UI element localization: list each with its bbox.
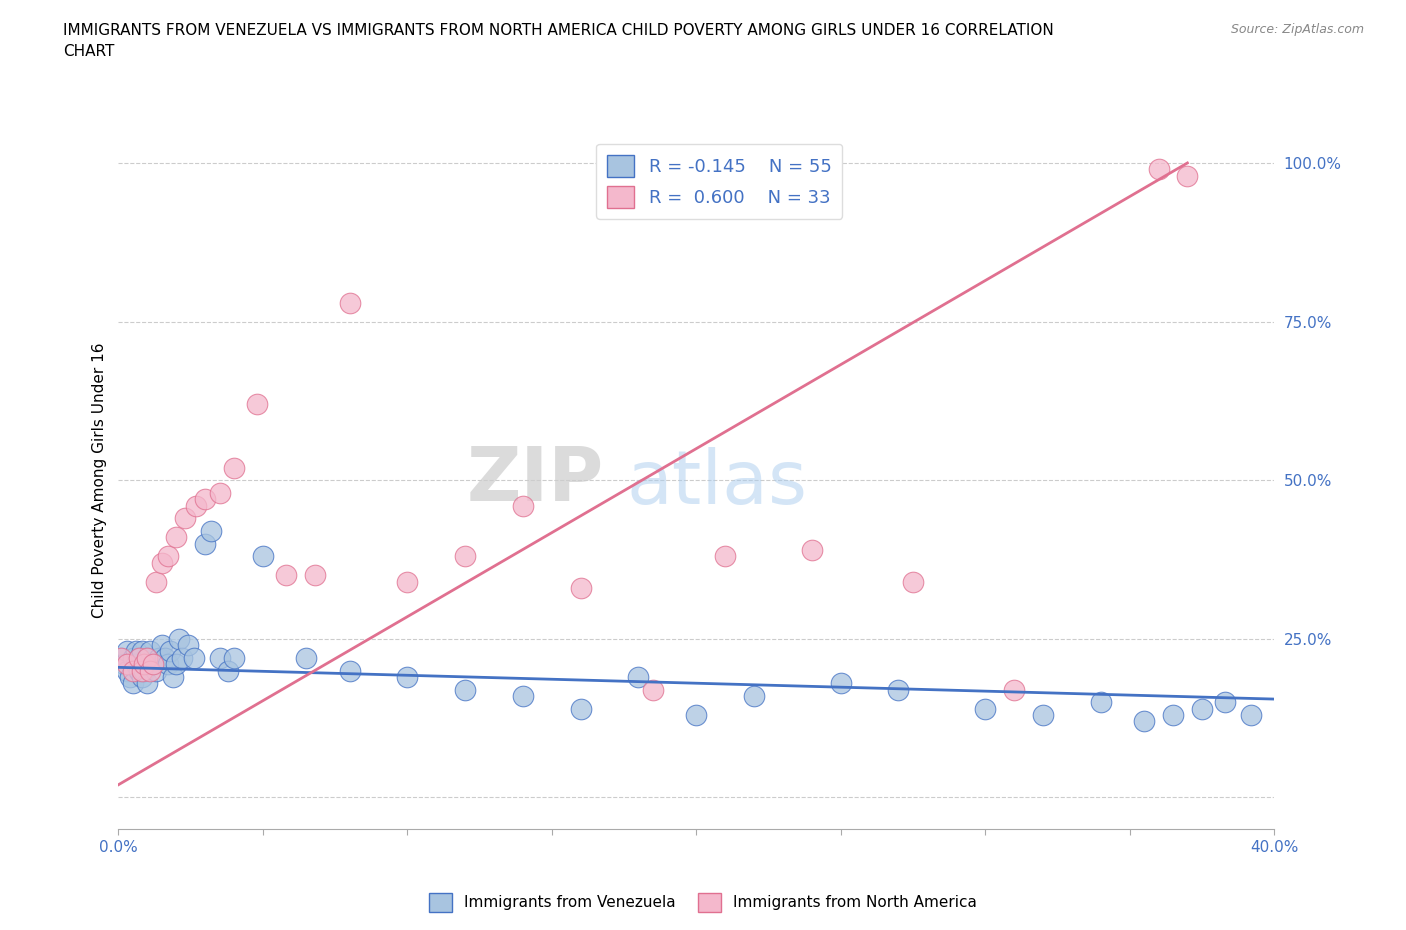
Point	[208, 650, 231, 665]
Point	[165, 657, 187, 671]
Point	[125, 657, 148, 671]
Point	[627, 670, 650, 684]
Point	[128, 650, 150, 665]
Point	[170, 650, 193, 665]
Point	[136, 650, 159, 665]
Point	[887, 682, 910, 697]
Legend: R = -0.145    N = 55, R =  0.600    N = 33: R = -0.145 N = 55, R = 0.600 N = 33	[596, 144, 842, 219]
Point	[1177, 168, 1199, 183]
Point	[217, 663, 239, 678]
Point	[134, 657, 156, 671]
Point	[122, 676, 145, 691]
Point	[295, 650, 318, 665]
Point	[174, 511, 197, 525]
Point	[128, 663, 150, 678]
Text: IMMIGRANTS FROM VENEZUELA VS IMMIGRANTS FROM NORTH AMERICA CHILD POVERTY AMONG G: IMMIGRANTS FROM VENEZUELA VS IMMIGRANTS …	[63, 23, 1054, 60]
Point	[162, 670, 184, 684]
Point	[339, 295, 361, 310]
Point	[512, 688, 534, 703]
Point	[714, 549, 737, 564]
Point	[122, 663, 145, 678]
Point	[122, 650, 145, 665]
Point	[145, 663, 167, 678]
Point	[110, 650, 132, 665]
Point	[830, 676, 852, 691]
Point	[115, 657, 138, 671]
Point	[125, 644, 148, 659]
Point	[115, 644, 138, 659]
Point	[252, 549, 274, 564]
Point	[454, 682, 477, 697]
Point	[156, 657, 179, 671]
Y-axis label: Child Poverty Among Girls Under 16: Child Poverty Among Girls Under 16	[93, 342, 107, 618]
Point	[131, 644, 153, 659]
Point	[131, 663, 153, 678]
Point	[134, 663, 156, 678]
Point	[139, 663, 162, 678]
Point	[569, 701, 592, 716]
Point	[1002, 682, 1025, 697]
Text: Source: ZipAtlas.com: Source: ZipAtlas.com	[1230, 23, 1364, 36]
Point	[142, 657, 165, 671]
Point	[150, 638, 173, 653]
Text: atlas: atlas	[627, 447, 808, 520]
Point	[569, 580, 592, 595]
Point	[800, 542, 823, 557]
Point	[454, 549, 477, 564]
Point	[1213, 695, 1236, 710]
Point	[159, 644, 181, 659]
Point	[145, 574, 167, 589]
Point	[222, 460, 245, 475]
Point	[131, 670, 153, 684]
Point	[148, 650, 170, 665]
Point	[208, 485, 231, 500]
Point	[1133, 714, 1156, 729]
Point	[194, 537, 217, 551]
Point	[139, 644, 162, 659]
Point	[183, 650, 205, 665]
Legend: Immigrants from Venezuela, Immigrants from North America: Immigrants from Venezuela, Immigrants fr…	[423, 887, 983, 918]
Point	[246, 396, 269, 411]
Point	[512, 498, 534, 513]
Point	[118, 670, 141, 684]
Point	[1161, 708, 1184, 723]
Point	[1090, 695, 1112, 710]
Point	[641, 682, 664, 697]
Point	[901, 574, 924, 589]
Point	[1191, 701, 1213, 716]
Point	[142, 657, 165, 671]
Point	[194, 492, 217, 507]
Point	[150, 555, 173, 570]
Point	[974, 701, 997, 716]
Point	[742, 688, 765, 703]
Point	[304, 568, 326, 583]
Point	[165, 530, 187, 545]
Point	[1147, 162, 1170, 177]
Point	[167, 631, 190, 646]
Point	[274, 568, 297, 583]
Point	[156, 549, 179, 564]
Point	[222, 650, 245, 665]
Point	[136, 650, 159, 665]
Point	[128, 650, 150, 665]
Point	[110, 650, 132, 665]
Point	[153, 650, 176, 665]
Point	[1240, 708, 1263, 723]
Point	[396, 574, 419, 589]
Point	[200, 524, 222, 538]
Point	[396, 670, 419, 684]
Text: ZIP: ZIP	[467, 444, 603, 517]
Point	[339, 663, 361, 678]
Point	[115, 663, 138, 678]
Point	[186, 498, 208, 513]
Point	[112, 657, 135, 671]
Point	[1032, 708, 1054, 723]
Point	[136, 676, 159, 691]
Point	[177, 638, 200, 653]
Point	[685, 708, 707, 723]
